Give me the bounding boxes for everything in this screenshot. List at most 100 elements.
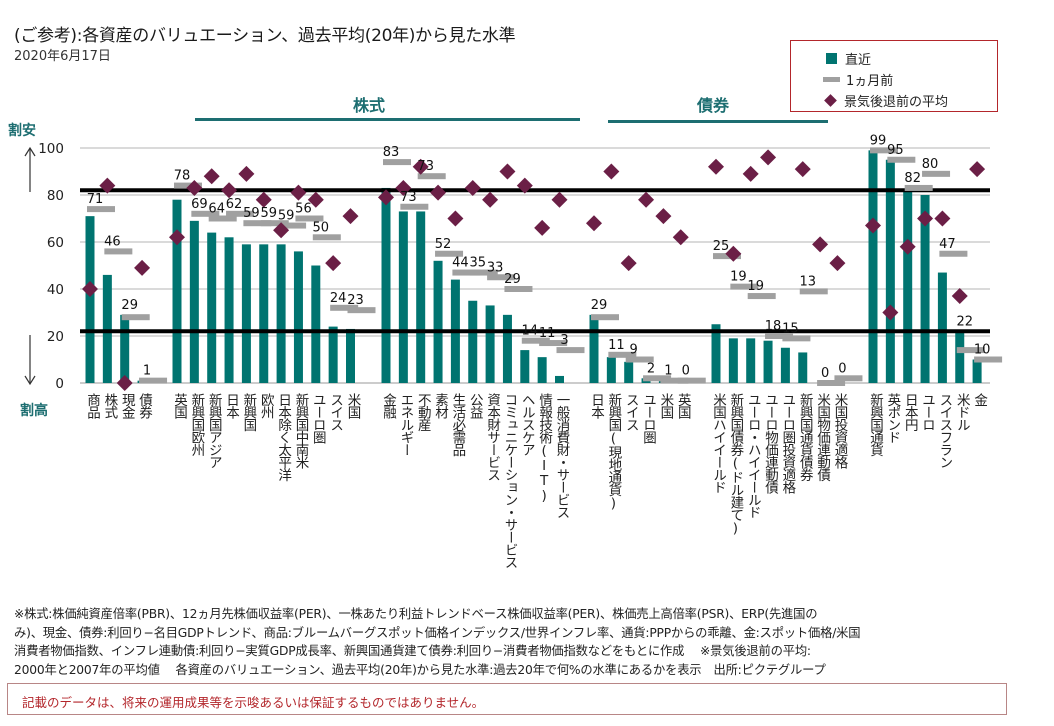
bar-latest <box>763 340 773 383</box>
category-label: 商品 <box>84 393 100 418</box>
marker-prev-month <box>539 340 568 347</box>
data-label: 59 <box>260 206 277 221</box>
category-label: 日本除く太平洋 <box>275 393 292 481</box>
category-label: 資本財サービス <box>484 393 501 481</box>
marker-pre-recession <box>430 184 447 201</box>
bar-latest <box>433 260 443 383</box>
marker-prev-month <box>922 170 951 177</box>
bar-latest <box>85 216 95 383</box>
bar-swatch-icon <box>826 53 837 64</box>
footnote-line: み)、現金、債券:利回り−名目GDPトレンド、商品:ブルームバーグスポット価格イ… <box>14 625 861 640</box>
data-label: 25 <box>713 239 730 254</box>
category-label: 不動産 <box>414 393 431 431</box>
group-header-bonds: 債券 <box>697 96 730 115</box>
bar-latest <box>381 187 391 383</box>
data-label: 19 <box>747 279 764 294</box>
category-label: 株式 <box>101 393 118 418</box>
data-label: 1 <box>664 364 672 379</box>
data-label: 82 <box>904 171 921 186</box>
marker-prev-month <box>904 184 933 191</box>
footnote-line: ※株式:株価純資産倍率(PBR)、12ヵ月先株価収益率(PER)、一株あたり利益… <box>14 607 818 621</box>
data-label: 56 <box>295 202 312 217</box>
data-label: 29 <box>591 298 608 313</box>
marker-prev-month <box>956 347 985 354</box>
category-label: ユーロ圏 <box>640 393 657 443</box>
marker-prev-month <box>417 173 446 180</box>
bar-latest <box>972 359 982 383</box>
category-label: スイス <box>327 393 344 431</box>
disclaimer: 記載のデータは、将来の運用成果等を示唆あるいは保証するものではありません。 <box>7 683 1007 715</box>
data-label: 11 <box>608 338 625 353</box>
marker-prev-month <box>625 356 654 363</box>
category-label: 日本 <box>588 393 604 418</box>
category-label: スイスフラン <box>936 393 953 468</box>
group-underline-bonds <box>608 120 828 123</box>
category-label: 現金 <box>118 393 135 418</box>
category-label: 新興国通貨 <box>867 393 883 456</box>
bar-latest <box>868 150 878 383</box>
y-tick-label: 60 <box>47 235 64 251</box>
data-label: 22 <box>956 314 973 329</box>
bar-latest <box>728 338 738 383</box>
marker-prev-month <box>591 314 619 321</box>
marker-prev-month <box>677 377 706 384</box>
y-tick-label: 100 <box>38 141 64 157</box>
category-label: 米国ハイイールド <box>710 393 726 493</box>
category-label: 米国 <box>344 393 361 418</box>
bar-latest <box>241 244 251 383</box>
marker-prev-month <box>330 304 359 311</box>
category-label: 素材 <box>432 393 449 418</box>
marker-pre-recession <box>412 158 429 175</box>
bar-latest <box>328 326 338 383</box>
marker-prev-month <box>104 248 133 255</box>
expensive-label: 割高 <box>20 403 48 419</box>
marker-prev-month <box>834 375 863 382</box>
bar-latest <box>485 305 495 383</box>
category-label: ユーロ・ハイイールド <box>744 393 761 518</box>
data-label: 95 <box>887 143 904 158</box>
chart-legend: 直近 1ヵ月前 景気後退前の平均 <box>790 40 998 112</box>
marker-prev-month <box>174 182 202 189</box>
data-label: 99 <box>870 133 887 148</box>
data-label: 83 <box>383 145 400 160</box>
legend-label: 1ヵ月前 <box>846 74 894 89</box>
marker-pre-recession <box>586 215 602 232</box>
y-tick-label: 40 <box>47 282 64 298</box>
marker-pre-recession <box>307 191 324 208</box>
bar-latest <box>259 244 269 383</box>
y-tick-label: 0 <box>55 376 64 392</box>
marker-prev-month <box>556 347 585 354</box>
marker-pre-recession <box>951 288 968 305</box>
marker-pre-recession <box>342 208 359 225</box>
axis-arrows <box>24 146 36 386</box>
marker-prev-month <box>504 286 533 292</box>
category-label: 英国 <box>674 393 691 418</box>
marker-pre-recession <box>169 229 185 246</box>
marker-prev-month <box>521 337 550 344</box>
bar-latest <box>468 300 478 383</box>
marker-prev-month <box>191 210 220 217</box>
bar-latest <box>311 265 321 383</box>
marker-pre-recession <box>865 217 881 234</box>
as-of-date: 2020年6月17日 <box>14 49 111 64</box>
marker-prev-month <box>295 215 324 222</box>
marker-pre-recession <box>812 236 829 253</box>
marker-pre-recession <box>603 163 620 180</box>
marker-prev-month <box>939 250 968 257</box>
data-label: 3 <box>560 333 568 348</box>
marker-pre-recession <box>273 222 290 239</box>
data-label: 0 <box>682 364 690 379</box>
category-label: 米国物価連動債 <box>814 393 831 481</box>
data-label: 19 <box>730 270 747 285</box>
marker-prev-month <box>487 274 516 281</box>
marker-pre-recession <box>917 210 934 227</box>
bar-latest <box>416 211 426 383</box>
group-underline-equity <box>195 118 580 121</box>
bar-latest <box>589 314 599 383</box>
marker-pre-recession <box>742 165 759 182</box>
category-label: ユーロ <box>919 393 936 431</box>
bar-latest <box>346 328 355 383</box>
data-label: 10 <box>974 343 991 358</box>
data-label: 73 <box>417 159 434 174</box>
marker-pre-recession <box>186 179 203 196</box>
